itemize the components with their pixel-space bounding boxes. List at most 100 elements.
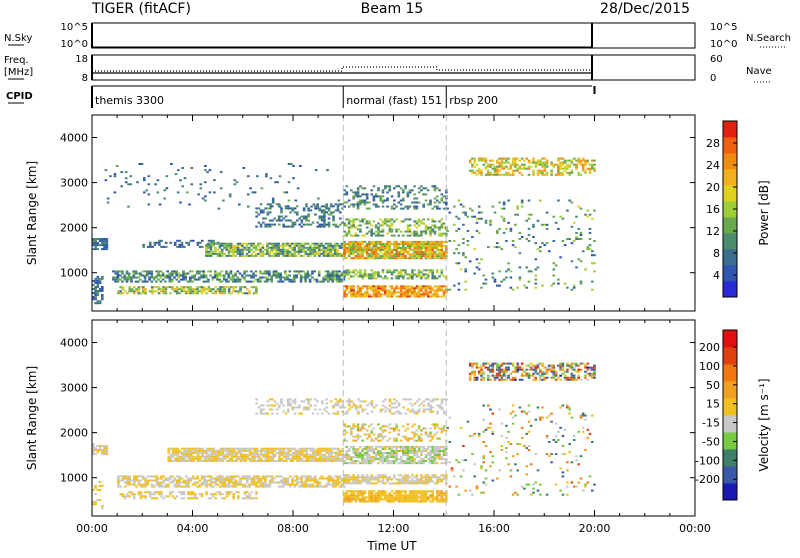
- data-cell: [314, 253, 317, 255]
- data-cell: [373, 478, 376, 480]
- data-cell: [181, 454, 184, 456]
- data-cell: [103, 248, 106, 250]
- data-cell: [235, 482, 238, 484]
- data-cell: [210, 486, 213, 488]
- data-cell: [280, 209, 283, 211]
- data-cell: [289, 486, 292, 488]
- data-cell: [443, 251, 446, 253]
- data-cell: [350, 249, 353, 251]
- data-cell: [217, 456, 220, 458]
- data-cell: [352, 235, 355, 237]
- data-cell: [416, 235, 419, 237]
- data-cell: [562, 174, 565, 176]
- data-cell: [291, 247, 294, 249]
- data-cell: [294, 452, 297, 454]
- data-cell: [352, 287, 355, 289]
- data-cell: [429, 478, 432, 480]
- data-cell: [144, 486, 147, 488]
- data-cell: [171, 480, 174, 482]
- data-cell: [407, 193, 410, 195]
- data-cell: [431, 257, 434, 259]
- data-cell: [140, 497, 143, 499]
- data-cell: [309, 275, 312, 277]
- data-cell: [391, 494, 394, 496]
- data-cell: [205, 281, 208, 283]
- data-cell: [163, 189, 166, 191]
- data-cell: [235, 484, 238, 486]
- data-cell: [325, 249, 328, 251]
- data-cell: [370, 225, 373, 227]
- data-cell: [233, 450, 236, 452]
- data-cell: [106, 248, 109, 250]
- data-cell: [404, 287, 407, 289]
- data-cell: [309, 486, 312, 488]
- data-cell: [438, 490, 441, 492]
- data-cell: [589, 172, 592, 174]
- data-cell: [201, 452, 204, 454]
- data-cell: [298, 478, 301, 480]
- data-cell: [214, 253, 217, 255]
- data-cell: [386, 269, 389, 271]
- data-cell: [125, 171, 128, 173]
- data-cell: [214, 493, 217, 495]
- data-cell: [361, 496, 364, 498]
- data-cell: [128, 482, 131, 484]
- data-cell: [296, 205, 299, 207]
- data-cell: [496, 242, 499, 244]
- data-cell: [271, 413, 274, 415]
- data-cell: [163, 246, 166, 248]
- data-cell: [492, 164, 495, 166]
- data-cell: [199, 486, 202, 488]
- data-cell: [221, 484, 224, 486]
- data-cell: [379, 247, 382, 249]
- data-cell: [339, 482, 342, 484]
- data-cell: [393, 462, 396, 464]
- data-cell: [557, 170, 560, 172]
- data-cell: [176, 286, 179, 288]
- data-cell: [407, 251, 410, 253]
- data-cell: [199, 452, 202, 454]
- data-cell: [204, 165, 207, 167]
- data-cell: [258, 407, 261, 409]
- data-cell: [346, 293, 349, 295]
- data-cell: [391, 285, 394, 287]
- data-cell: [427, 241, 430, 243]
- data-cell: [436, 482, 439, 484]
- data-cell: [420, 271, 423, 273]
- data-cell: [404, 460, 407, 462]
- data-cell: [327, 270, 330, 272]
- data-cell: [368, 249, 371, 251]
- data-cell: [187, 480, 190, 482]
- data-cell: [225, 245, 228, 247]
- data-cell: [352, 257, 355, 259]
- data-cell: [199, 484, 202, 486]
- data-cell: [386, 478, 389, 480]
- data-cell: [199, 290, 202, 292]
- data-cell: [283, 448, 286, 450]
- data-cell: [158, 486, 161, 488]
- data-cell: [251, 452, 254, 454]
- data-cell: [480, 258, 483, 260]
- data-cell: [382, 253, 385, 255]
- data-cell: [434, 285, 437, 287]
- data-cell: [564, 244, 567, 246]
- data-cell: [219, 491, 222, 493]
- data-cell: [368, 448, 371, 450]
- data-cell: [237, 495, 240, 497]
- data-cell: [214, 292, 217, 294]
- data-cell: [183, 482, 186, 484]
- data-cell: [142, 281, 145, 283]
- data-cell: [384, 287, 387, 289]
- data-cell: [375, 494, 378, 496]
- data-cell: [528, 174, 531, 176]
- data-cell: [400, 413, 403, 415]
- data-cell: [307, 398, 310, 400]
- data-cell: [402, 446, 405, 448]
- data-cell: [416, 275, 419, 277]
- data-cell: [350, 253, 353, 255]
- data-cell: [242, 486, 245, 488]
- data-cell: [422, 187, 425, 189]
- data-cell: [489, 160, 492, 162]
- data-cell: [140, 491, 143, 493]
- data-cell: [195, 458, 198, 460]
